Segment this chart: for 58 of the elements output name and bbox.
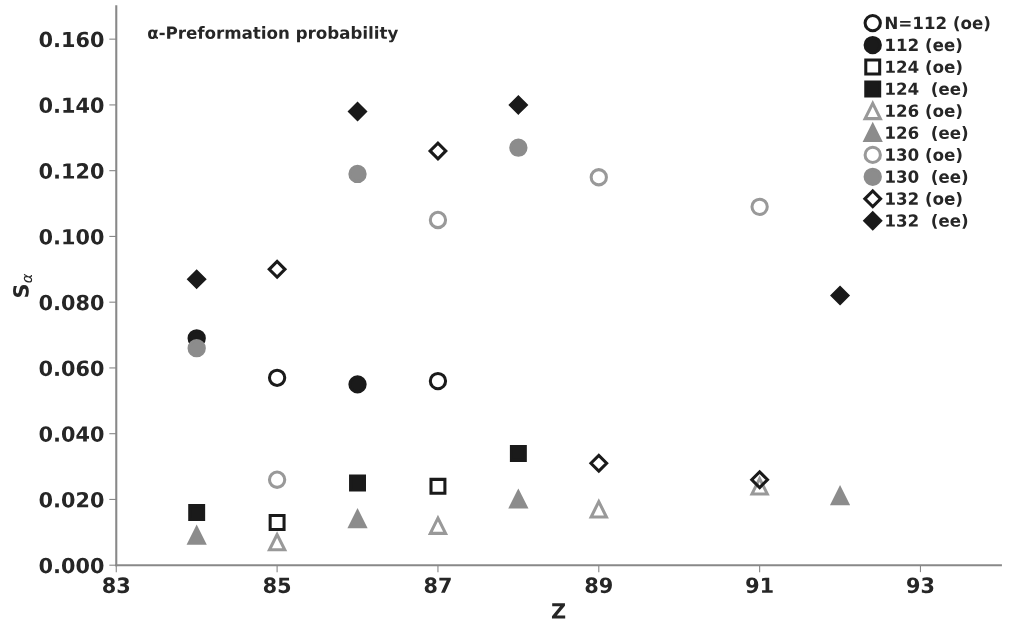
point [348,102,367,121]
point [509,490,528,509]
point [349,474,366,492]
point [267,368,287,387]
x-tick-label: 91 [746,577,773,594]
point [428,371,448,391]
point [187,339,206,358]
x-tick-label: 89 [585,577,612,594]
point [348,375,367,394]
legend-label: 130 (ee) [886,170,968,185]
point [508,95,528,115]
x-axis-title: Z [551,603,566,619]
point [509,138,528,157]
point [750,197,769,216]
point [187,526,206,545]
legend-label: 112 (ee) [886,38,962,54]
point [750,470,770,490]
point [187,269,207,289]
y-tick-label: 0.080 [39,294,104,311]
x-tick-label: 83 [103,577,130,594]
point [830,286,850,305]
y-tick-label: 0.060 [39,360,104,377]
point [267,533,287,552]
legend-label: 132 (ee) [886,213,968,229]
y-tick-label: 0.100 [39,228,104,245]
y-tick-label: 0.000 [39,557,104,574]
y-axis-title: S$_{α}$ [13,273,33,297]
legend-label: 132 (oe) [886,192,962,207]
point [428,141,448,161]
y-tick-label: 0.020 [39,491,104,508]
y-tick-label: 0.140 [39,97,104,114]
point [509,444,527,462]
legend-label: 124 (oe) [886,60,962,76]
legend-label: 130 (oe) [886,148,962,163]
legend-label: 126 (oe) [886,104,962,119]
annotation: α-Preformation probability [148,26,399,43]
legend-label: 124 (ee) [886,82,968,98]
point [348,510,367,529]
point [429,477,447,495]
point [830,486,850,506]
legend-label: 126 (ee) [886,126,968,141]
point [348,164,367,184]
point [428,516,448,535]
point [267,470,287,489]
point [589,168,608,187]
point [589,500,608,519]
x-tick-label: 87 [424,577,451,594]
y-tick-label: 0.160 [39,31,104,48]
y-tick-label: 0.120 [39,163,104,179]
point [428,210,448,230]
point [589,453,609,473]
y-tick-label: 0.040 [39,426,104,442]
point [268,513,286,531]
x-tick-label: 85 [263,577,291,594]
x-tick-label: 93 [907,577,934,594]
point [267,259,287,279]
point [188,504,206,522]
legend-label: N=112 (oe) [885,16,990,32]
